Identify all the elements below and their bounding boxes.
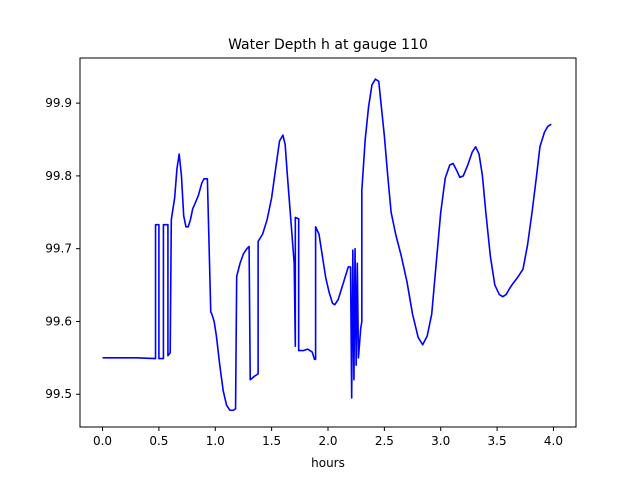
- x-tick-label: 0.5: [149, 434, 168, 448]
- x-tick-label: 2.0: [318, 434, 337, 448]
- plot-area: [102, 78, 552, 412]
- chart-title: Water Depth h at gauge 110: [228, 37, 428, 53]
- x-tick-label: 3.0: [431, 434, 450, 448]
- y-tick-label: 99.8: [45, 169, 72, 183]
- y-axis-ticks: 99.5 99.6 99.7 99.8 99.9: [45, 96, 80, 401]
- x-tick-label: 2.5: [375, 434, 394, 448]
- x-tick-label: 1.5: [262, 434, 281, 448]
- y-tick-label: 99.6: [45, 314, 72, 328]
- x-tick-label: 3.5: [488, 434, 507, 448]
- x-tick-label: 4.0: [544, 434, 563, 448]
- x-axis-ticks: 0.0 0.5 1.0 1.5 2.0 2.5 3.0 3.5 4.0: [93, 427, 563, 448]
- x-tick-label: 0.0: [93, 434, 112, 448]
- y-tick-label: 99.7: [45, 242, 72, 256]
- y-tick-label: 99.9: [45, 96, 72, 110]
- water-depth-series-line: [102, 78, 552, 412]
- y-tick-label: 99.5: [45, 387, 72, 401]
- x-tick-label: 1.0: [206, 434, 225, 448]
- x-axis-label: hours: [311, 456, 345, 470]
